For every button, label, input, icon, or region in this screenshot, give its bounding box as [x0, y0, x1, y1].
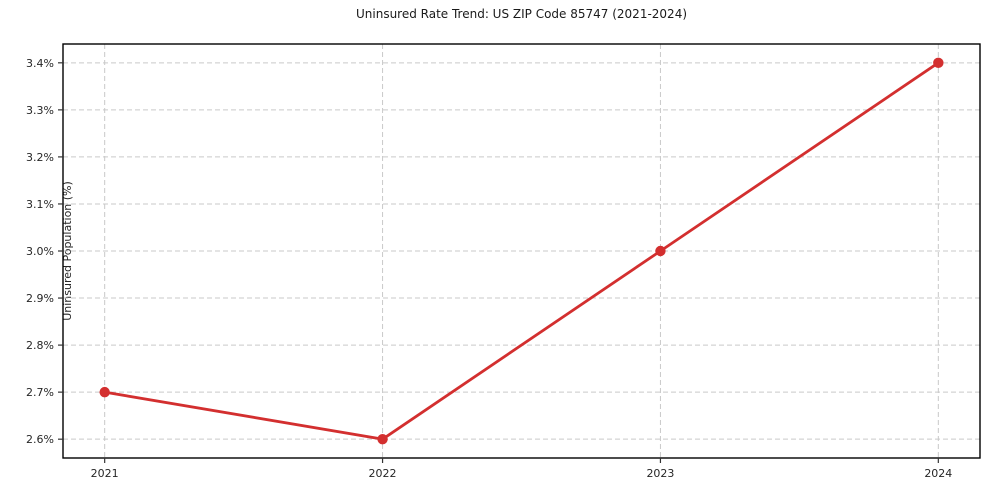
y-tick-label: 3.4% — [26, 57, 54, 70]
trend-line — [103, 61, 940, 441]
y-tick-label: 3.2% — [26, 151, 54, 164]
data-point-marker — [655, 245, 666, 257]
y-tick-label: 2.8% — [26, 339, 54, 352]
x-tick-label: 2024 — [924, 467, 952, 480]
data-point-marker — [99, 386, 110, 398]
y-tick-label: 2.7% — [26, 386, 54, 399]
y-tick-label: 3.3% — [26, 104, 54, 117]
data-point-marker — [377, 433, 388, 445]
x-tick-label: 2021 — [91, 467, 119, 480]
x-tick-label: 2023 — [646, 467, 674, 480]
chart-title: Uninsured Rate Trend: US ZIP Code 85747 … — [355, 7, 688, 21]
y-tick-label: 3.1% — [26, 198, 54, 211]
x-tick-label: 2022 — [369, 467, 397, 480]
y-tick-label: 3.0% — [26, 245, 54, 258]
data-point-marker — [933, 57, 944, 69]
y-tick-label: 2.6% — [26, 433, 54, 446]
y-tick-label: 2.9% — [26, 292, 54, 305]
